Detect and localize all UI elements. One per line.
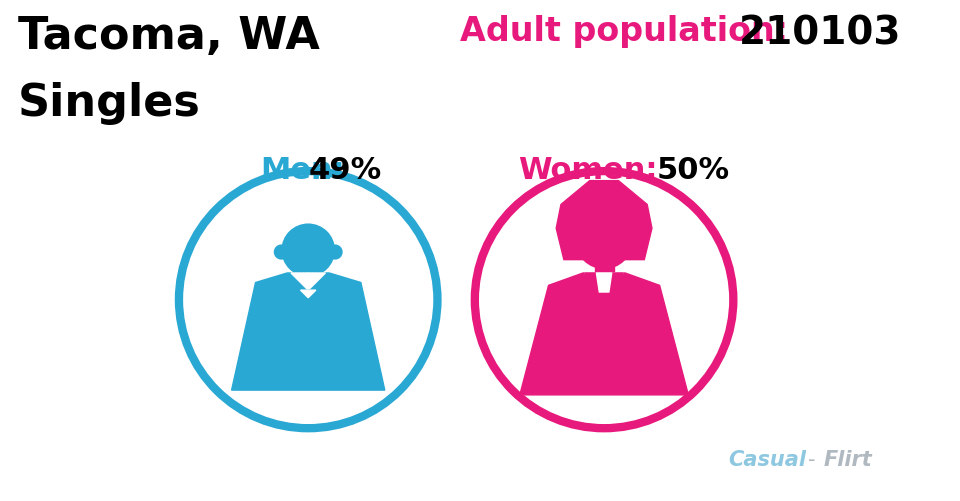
- Polygon shape: [231, 274, 385, 390]
- Text: Adult population:: Adult population:: [460, 15, 788, 48]
- Polygon shape: [299, 272, 318, 279]
- Polygon shape: [594, 264, 613, 274]
- Text: Flirt: Flirt: [824, 449, 873, 468]
- Circle shape: [281, 224, 335, 277]
- Text: Tacoma, WA: Tacoma, WA: [17, 15, 320, 58]
- Polygon shape: [291, 274, 308, 291]
- Text: Singles: Singles: [17, 82, 201, 125]
- Polygon shape: [585, 274, 604, 293]
- Text: -: -: [808, 449, 816, 468]
- Polygon shape: [604, 274, 623, 293]
- Polygon shape: [519, 274, 688, 395]
- Polygon shape: [596, 274, 612, 293]
- Text: 50%: 50%: [657, 156, 730, 185]
- Text: 49%: 49%: [308, 156, 381, 185]
- Polygon shape: [585, 274, 604, 293]
- Polygon shape: [300, 291, 316, 298]
- Circle shape: [475, 172, 733, 428]
- Polygon shape: [604, 274, 623, 293]
- Circle shape: [575, 212, 633, 270]
- Circle shape: [327, 245, 343, 260]
- Text: Casual: Casual: [729, 449, 806, 468]
- Text: 210103: 210103: [738, 15, 901, 53]
- Circle shape: [274, 245, 289, 260]
- Circle shape: [179, 172, 438, 428]
- Polygon shape: [556, 181, 652, 260]
- Text: Women:: Women:: [518, 156, 658, 185]
- Polygon shape: [308, 274, 325, 291]
- Text: Men:: Men:: [260, 156, 346, 185]
- Polygon shape: [295, 291, 322, 314]
